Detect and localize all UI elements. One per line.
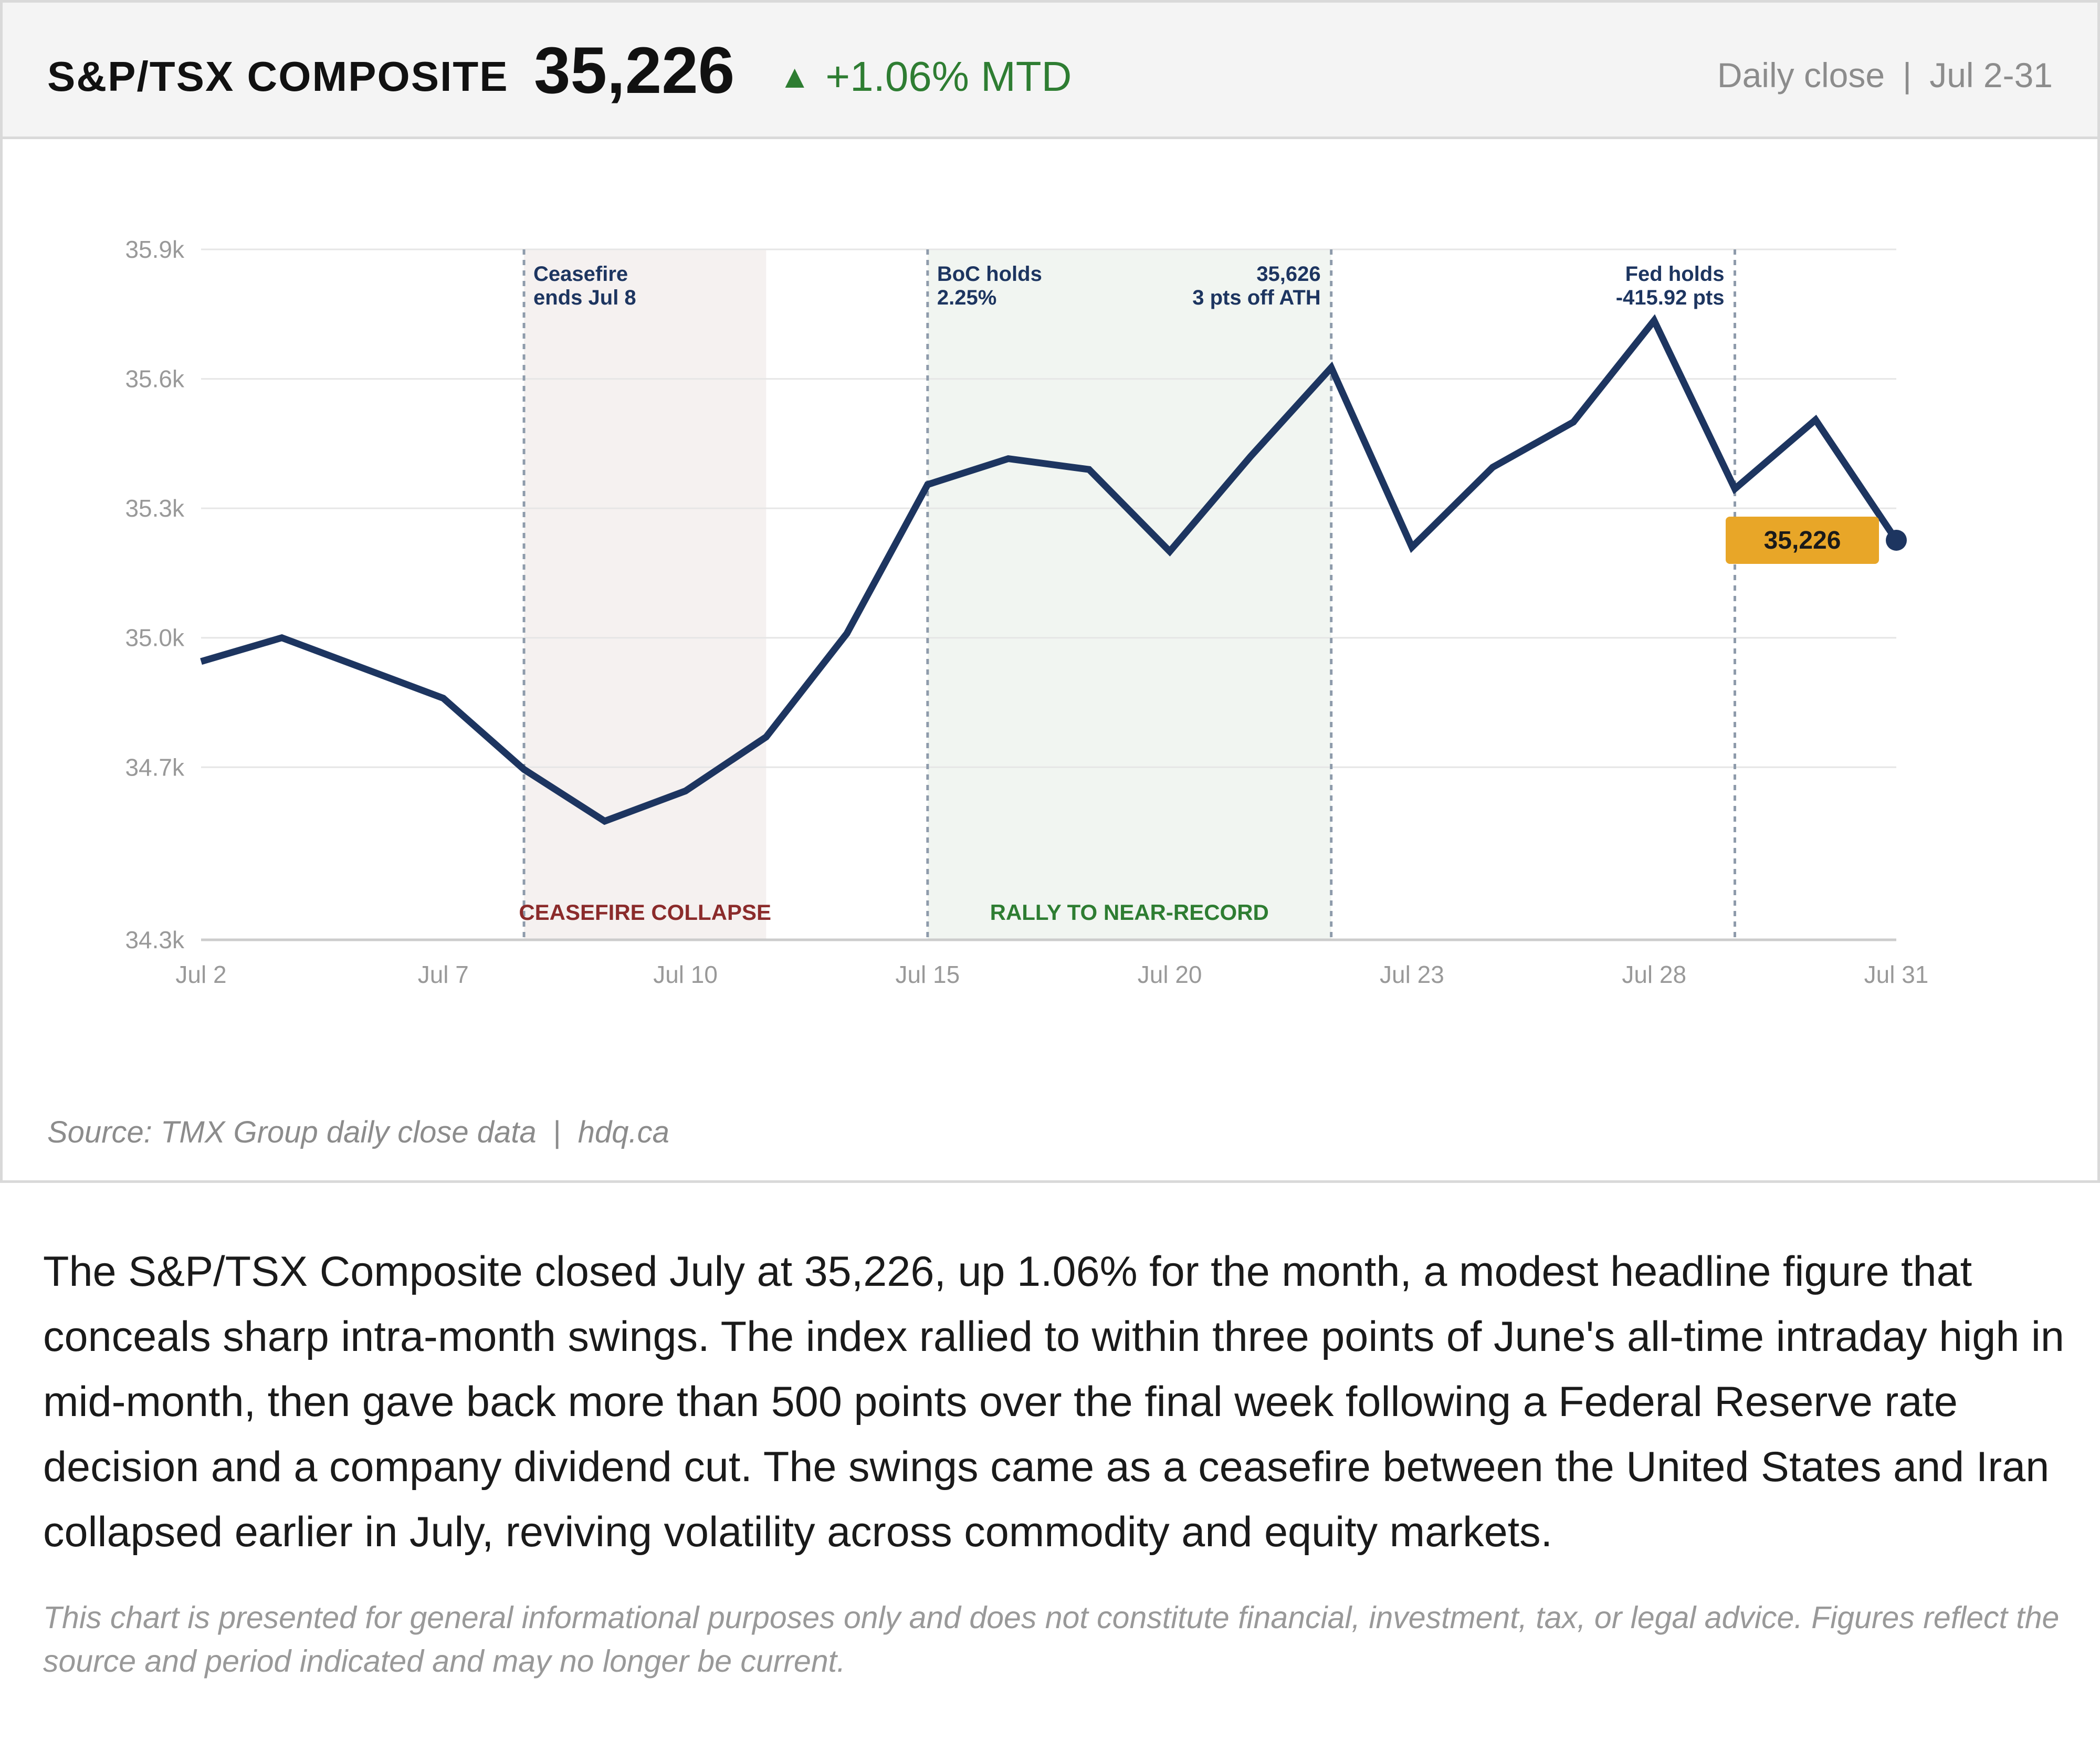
chart-source: Source: TMX Group daily close data | hdq.c… — [47, 1115, 669, 1150]
event-annotation: 2.25% — [937, 286, 996, 309]
event-annotation: ends Jul 8 — [533, 286, 636, 309]
period-frequency: Daily close — [1717, 56, 1885, 95]
last-close-badge — [1726, 516, 1879, 564]
source-text: Source: TMX Group daily close data — [47, 1115, 537, 1149]
line-chart: 34.3k 34.7k 35.0k 35.3k 35.6k 35.9k Jul 2 Jul 7… — [125, 236, 1929, 988]
x-tick-label: Jul 10 — [653, 961, 718, 988]
x-tick-label: Jul 15 — [895, 961, 960, 988]
event-annotation: 3 pts off ATH — [1192, 286, 1320, 309]
negative-band-label: CEASEFIRE COLLAPSE — [519, 900, 771, 925]
index-value: 35,226 — [534, 34, 735, 107]
month-change: ▲ +1.06% MTD — [779, 53, 1072, 101]
period-info: Daily close | Jul 2-31 — [1717, 55, 2053, 95]
event-annotation: Fed holds — [1625, 263, 1725, 286]
last-close-point — [1886, 529, 1907, 551]
y-tick-label: 35.9k — [125, 236, 185, 263]
period-range: Jul 2-31 — [1929, 56, 2053, 95]
negative-band — [524, 249, 766, 940]
disclaimer: This chart is presented for general info… — [43, 1600, 2060, 1679]
source-site: hdq.ca — [578, 1115, 669, 1149]
source-separator: | — [553, 1115, 561, 1149]
x-tick-label: Jul 28 — [1622, 961, 1686, 988]
last-close-label: 35,226 — [1764, 527, 1841, 554]
index-name: S&P/TSX COMPOSITE — [47, 53, 509, 100]
positive-band-label: RALLY TO NEAR-RECORD — [990, 900, 1269, 925]
event-annotation: BoC holds — [937, 263, 1042, 286]
month-change-text: +1.06% MTD — [825, 53, 1072, 100]
x-tick-label: Jul 20 — [1138, 961, 1202, 988]
chart-card: S&P/TSX COMPOSITE 35,226 ▲ +1.06% MTD Dai… — [0, 0, 2100, 1183]
y-tick-label: 35.3k — [125, 495, 185, 522]
event-annotation: -415.92 pts — [1616, 286, 1725, 309]
y-tick-label: 34.7k — [125, 753, 185, 781]
article-paragraph: The S&P/TSX Composite closed July at 35,… — [43, 1248, 2064, 1556]
event-annotation: 35,626 — [1256, 263, 1320, 286]
x-tick-label: Jul 23 — [1380, 961, 1444, 988]
y-tick-label: 35.0k — [125, 624, 185, 652]
x-tick-label: Jul 7 — [418, 961, 469, 988]
y-tick-label: 34.3k — [125, 926, 185, 953]
index-line — [200, 314, 1899, 825]
x-tick-label: Jul 31 — [1864, 961, 1929, 988]
positive-band — [927, 249, 1331, 940]
card-header: S&P/TSX COMPOSITE 35,226 ▲ +1.06% MTD Dai… — [3, 3, 2097, 139]
x-tick-label: Jul 2 — [175, 961, 226, 988]
period-separator: | — [1903, 56, 1912, 95]
up-triangle-icon: ▲ — [779, 59, 811, 95]
y-tick-label: 35.6k — [125, 365, 185, 393]
event-annotation: Ceasefire — [533, 263, 628, 286]
